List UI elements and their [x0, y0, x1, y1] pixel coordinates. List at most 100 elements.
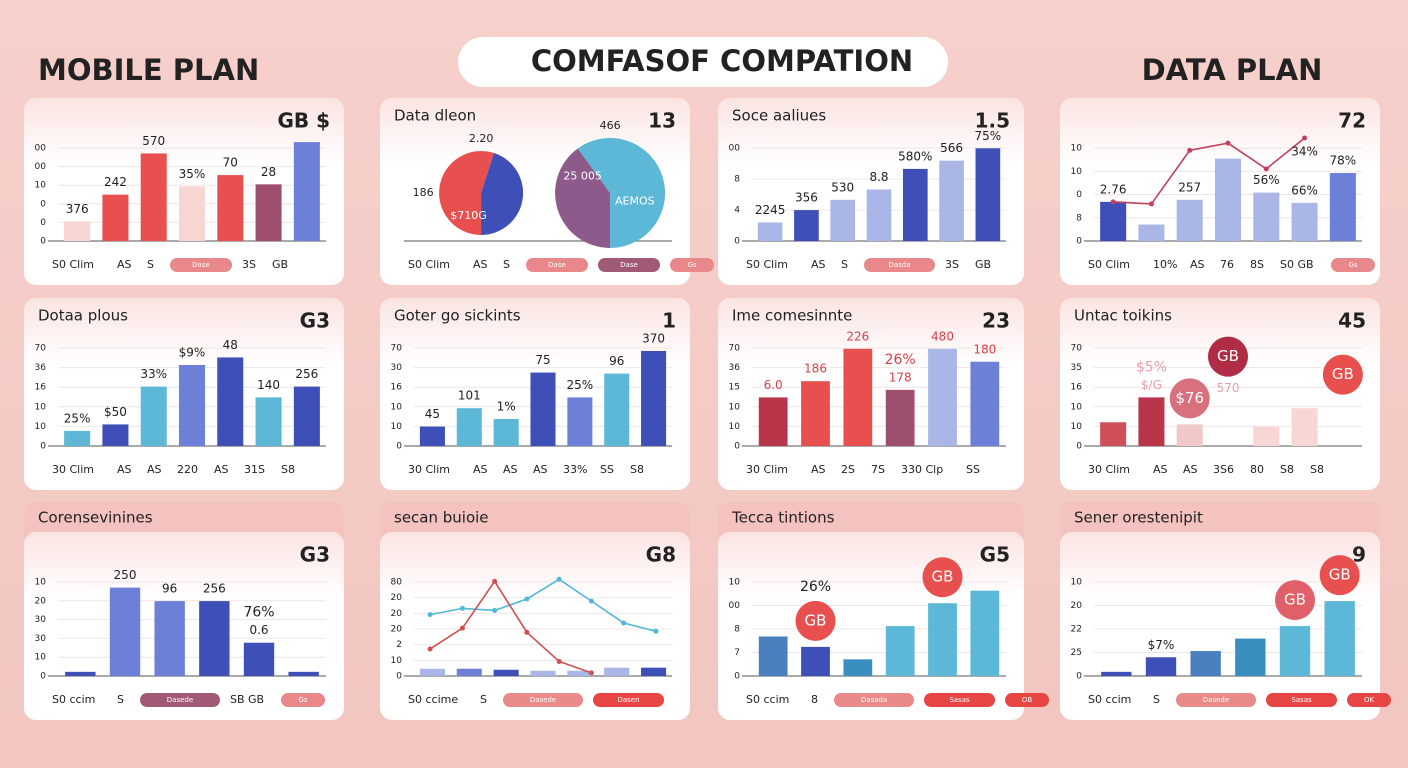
pill: [281, 693, 325, 707]
pill: [924, 693, 995, 707]
bar: [102, 194, 129, 241]
bar: [1329, 173, 1356, 241]
y-axis-label: 20: [35, 596, 47, 606]
card-title: Data dleon: [394, 107, 476, 125]
bar: [885, 389, 915, 446]
y-axis-label: 10: [1071, 578, 1083, 588]
y-axis-label: 0: [1076, 442, 1082, 452]
pill-label: Dase: [620, 261, 638, 269]
y-axis-label: 70: [391, 344, 403, 354]
bubble: [1275, 580, 1315, 621]
bubble-label: GB: [1329, 566, 1351, 584]
x-axis-label: 33%: [563, 463, 587, 476]
x-axis-label: SS: [600, 463, 614, 476]
pie-label: $710G: [450, 209, 487, 222]
bar-note: $5%: [1136, 359, 1167, 375]
bar-label: 25%: [567, 378, 594, 392]
x-axis-label: AS: [533, 463, 548, 476]
bar: [794, 210, 819, 241]
bar-note: 26%: [885, 352, 916, 368]
y-axis-label: 20: [1071, 601, 1083, 611]
pie-slice: [439, 151, 495, 235]
pill-label: Dasede: [530, 696, 556, 704]
bar: [293, 386, 320, 446]
line-point: [459, 605, 465, 611]
x-axis-label: AS: [117, 258, 132, 271]
pill: [170, 258, 232, 272]
bar-label: 35%: [179, 167, 206, 181]
y-axis-label: 16: [35, 383, 47, 393]
bar: [456, 408, 482, 446]
pill-label: OK: [1364, 696, 1375, 704]
pill-label: Dasede: [167, 696, 193, 704]
y-axis-label: 20: [391, 593, 403, 603]
y-axis-label: 30: [391, 363, 403, 373]
y-axis-label: 30: [35, 615, 47, 625]
line-point: [621, 620, 627, 626]
bar-label: 370: [642, 331, 665, 345]
bar: [1291, 202, 1318, 241]
card-corner: G3: [300, 309, 330, 333]
bar-label: 530: [831, 180, 854, 194]
bar: [801, 646, 830, 676]
bar: [530, 670, 556, 676]
bar: [493, 669, 519, 676]
pill: [670, 258, 714, 272]
bar: [641, 350, 667, 446]
bar-label: 2245: [755, 203, 786, 217]
bar: [843, 348, 873, 446]
bar: [1324, 601, 1355, 676]
y-axis-label: 10: [35, 402, 47, 412]
bar: [217, 175, 244, 241]
pill-label: Gs: [687, 261, 696, 269]
bar: [199, 601, 230, 676]
x-axis-label: AS: [811, 463, 826, 476]
card-corner: 1.5: [975, 109, 1010, 133]
bar: [1253, 192, 1280, 241]
line-point: [588, 670, 594, 676]
y-axis-label: 0: [734, 237, 740, 247]
bar: [217, 357, 244, 446]
bubble: [1322, 354, 1363, 395]
bubble: [795, 600, 836, 641]
y-axis-label: 0: [40, 218, 46, 228]
x-axis-label: 30 Clim: [408, 463, 450, 476]
bar: [255, 397, 282, 446]
y-axis-label: 00: [729, 144, 741, 154]
card-title: Corensevinines: [38, 509, 153, 527]
x-axis-label: S0 ccime: [408, 693, 458, 706]
x-axis-label: S0 ccim: [1088, 693, 1131, 706]
bar: [1101, 671, 1132, 676]
pill-label: Gs: [1348, 261, 1357, 269]
pill: [1005, 693, 1049, 707]
bar-label: 570: [1217, 381, 1240, 395]
pill-label: Sasas: [1291, 696, 1312, 704]
bar-note: 26%: [800, 579, 831, 595]
x-axis-label: AS: [811, 258, 826, 271]
pill: [526, 258, 588, 272]
x-axis-label: 220: [177, 463, 198, 476]
x-axis-label: 8S: [1250, 258, 1264, 271]
y-axis-label: 36: [35, 363, 47, 373]
card-title: Untac toikins: [1074, 307, 1172, 325]
bar: [1190, 651, 1221, 676]
pill-label: Dase: [548, 261, 566, 269]
y-axis-label: 10: [729, 422, 741, 432]
bar-label: 8.8: [869, 170, 888, 184]
line-point: [459, 625, 465, 631]
y-axis-label: 2: [396, 640, 402, 650]
y-axis-label: 35: [1071, 363, 1082, 373]
x-axis-label: AS: [1153, 463, 1168, 476]
y-axis-label: 80: [391, 578, 403, 588]
y-axis-label: 0: [734, 442, 740, 452]
x-axis-label: S8: [281, 463, 295, 476]
bar-label: $/G: [1141, 378, 1162, 392]
bar: [939, 160, 964, 241]
y-axis-label: 7: [734, 648, 740, 658]
bar: [1279, 626, 1311, 676]
pie-label: 466: [600, 119, 621, 132]
x-axis-label: S0 Clim: [408, 258, 450, 271]
pie-slice: [481, 153, 524, 235]
y-axis-label: 10: [391, 422, 403, 432]
